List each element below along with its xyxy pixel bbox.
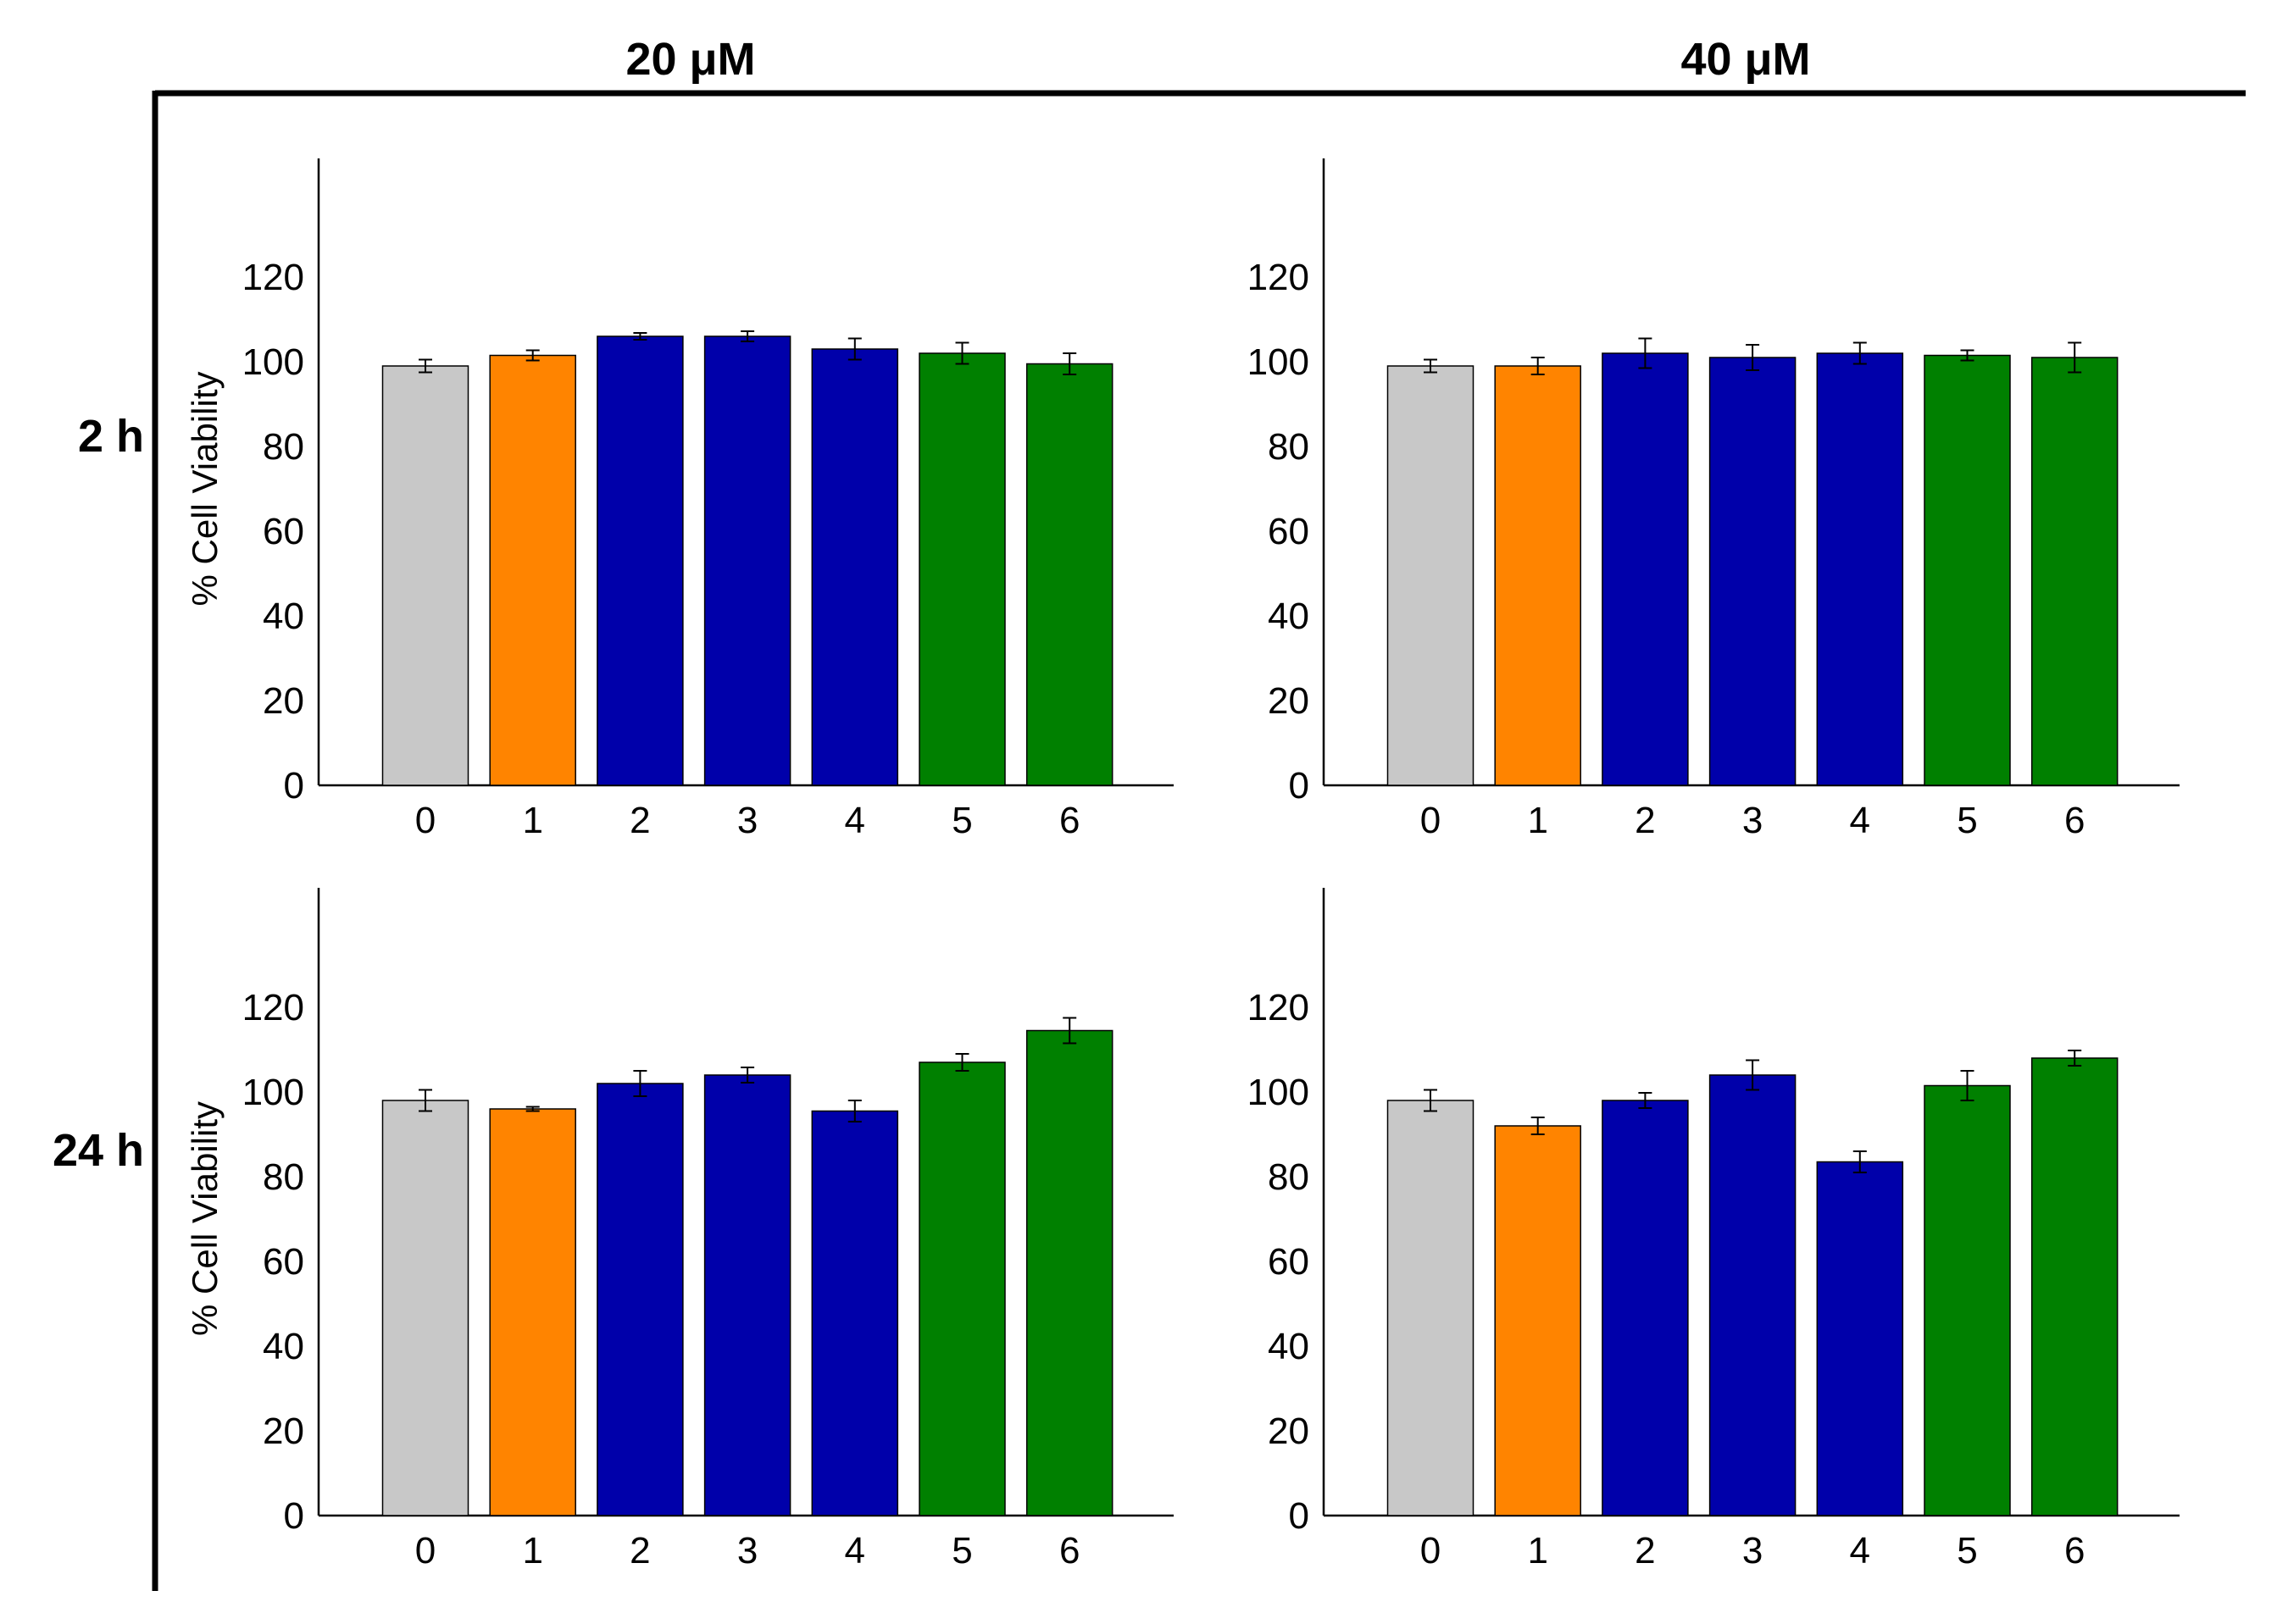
y-tick-label: 100: [242, 1072, 304, 1113]
y-tick-label: 120: [242, 987, 304, 1028]
column-label-40uM: 40 μM: [1680, 34, 1810, 85]
x-tick-label: 0: [1420, 800, 1441, 841]
x-tick-label: 1: [522, 1530, 542, 1571]
y-tick-label: 60: [1268, 1241, 1309, 1283]
bar: [1025, 1029, 1114, 1516]
x-tick-label: 6: [1059, 1530, 1080, 1571]
panel-2h-20uM: 0 20 40 60 80 100 120 % Cell Viability 0 1 2 3 4 5 6: [185, 158, 1174, 841]
bar: [919, 1061, 1006, 1516]
y-tick-label: 0: [1289, 1495, 1309, 1537]
x-tick-label: 2: [1635, 1530, 1655, 1571]
y-tick-label: 100: [1247, 1072, 1309, 1113]
x-tick-label: 2: [630, 1530, 650, 1571]
bar: [1494, 365, 1581, 786]
row-label-2h: 2 h: [78, 411, 144, 462]
y-tick-label: 20: [263, 1411, 304, 1452]
y-tick-label: 80: [263, 426, 304, 468]
row-label-24h: 24 h: [53, 1125, 144, 1176]
y-tick-label: 120: [1247, 987, 1309, 1028]
bar: [381, 365, 469, 786]
x-tick-label: 0: [415, 1530, 436, 1571]
x-tick-label: 3: [1742, 1530, 1763, 1571]
bar: [1924, 1084, 2011, 1516]
bar: [597, 1083, 684, 1516]
column-label-20uM: 20 μM: [625, 34, 755, 85]
x-tick-label: 3: [737, 800, 758, 841]
y-tick-label: 80: [263, 1156, 304, 1198]
bar: [1924, 354, 2011, 786]
bar: [1602, 352, 1689, 786]
bar: [1386, 1100, 1474, 1516]
x-tick-label: 6: [1059, 800, 1080, 841]
x-tick-label: 0: [1420, 1530, 1441, 1571]
bar: [381, 1100, 469, 1516]
bar: [1602, 1100, 1689, 1516]
panel-24h-20uM: 0 20 40 60 80 100 120 % Cell Viability 0 1 2 3 4 5 6: [185, 888, 1174, 1571]
x-tick-label: 5: [952, 1530, 972, 1571]
y-tick-label: 100: [242, 341, 304, 383]
bar: [811, 1110, 899, 1516]
bar: [489, 354, 576, 786]
y-tick-label: 20: [1268, 1411, 1309, 1452]
x-tick-label: 1: [1527, 1530, 1547, 1571]
bar: [811, 348, 899, 786]
y-tick-label: 40: [1268, 1326, 1309, 1367]
y-tick-label: 120: [1247, 257, 1309, 298]
bar: [1816, 352, 1904, 786]
x-tick-label: 4: [845, 1530, 865, 1571]
panel-24h-40uM: 0 20 40 60 80 100 120 0 1 2 3 4 5 6: [1247, 888, 2180, 1571]
y-tick-label: 40: [263, 596, 304, 637]
y-tick-label: 60: [263, 1241, 304, 1283]
bar: [703, 335, 791, 786]
bar: [597, 335, 684, 786]
y-tick-label: 80: [1268, 1156, 1309, 1198]
x-tick-label: 3: [737, 1530, 758, 1571]
bar: [1494, 1125, 1581, 1516]
bar: [1708, 1074, 1797, 1516]
y-tick-label: 20: [263, 680, 304, 722]
x-tick-label: 4: [1850, 800, 1870, 841]
x-tick-label: 3: [1742, 800, 1763, 841]
bar: [2030, 357, 2119, 786]
bar: [703, 1074, 791, 1516]
bar: [919, 352, 1006, 786]
y-tick-label: 20: [1268, 680, 1309, 722]
bar: [489, 1108, 576, 1516]
x-tick-label: 0: [415, 800, 436, 841]
bar: [1816, 1161, 1904, 1516]
y-tick-label: 80: [1268, 426, 1309, 468]
bar: [2030, 1057, 2119, 1516]
panel-2h-40uM: 0 20 40 60 80 100 120 0 1 2 3 4 5 6: [1247, 158, 2180, 841]
y-axis-label: % Cell Viability: [185, 372, 225, 607]
y-axis-label: % Cell Viability: [185, 1101, 225, 1336]
x-tick-label: 6: [2064, 1530, 2085, 1571]
x-tick-label: 5: [1957, 1530, 1977, 1571]
x-tick-label: 1: [522, 800, 542, 841]
bar: [1386, 365, 1474, 786]
y-tick-label: 60: [1268, 511, 1309, 552]
x-tick-label: 5: [1957, 800, 1977, 841]
x-tick-label: 6: [2064, 800, 2085, 841]
y-tick-label: 40: [1268, 596, 1309, 637]
y-tick-label: 0: [284, 1495, 304, 1537]
x-tick-label: 5: [952, 800, 972, 841]
y-tick-label: 60: [263, 511, 304, 552]
y-tick-label: 120: [242, 257, 304, 298]
y-tick-label: 40: [263, 1326, 304, 1367]
x-tick-label: 4: [1850, 1530, 1870, 1571]
bar: [1025, 363, 1114, 786]
y-tick-label: 0: [284, 765, 304, 806]
x-tick-label: 4: [845, 800, 865, 841]
bar: [1708, 357, 1797, 786]
y-tick-label: 100: [1247, 341, 1309, 383]
x-tick-label: 2: [1635, 800, 1655, 841]
x-tick-label: 2: [630, 800, 650, 841]
x-tick-label: 1: [1527, 800, 1547, 841]
y-tick-label: 0: [1289, 765, 1309, 806]
